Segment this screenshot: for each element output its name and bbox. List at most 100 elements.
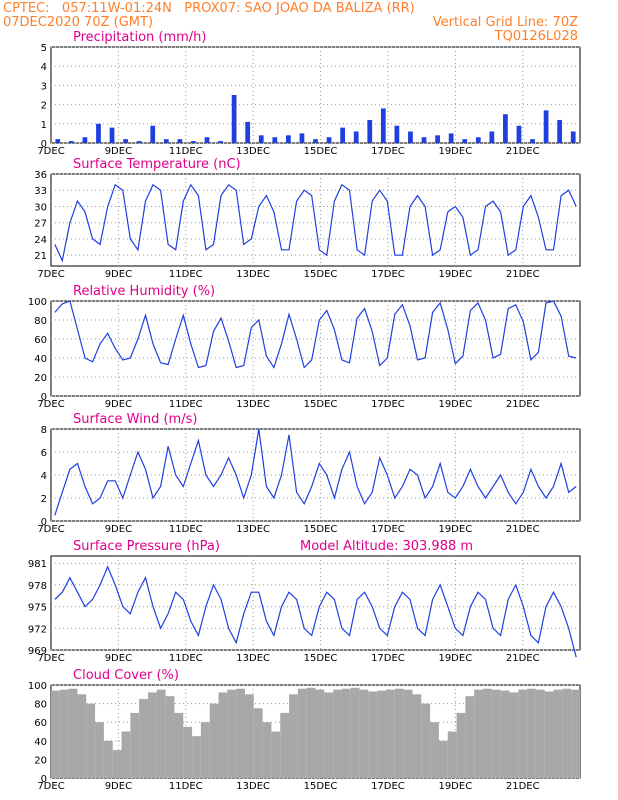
x-tick-label: 19DEC [438,781,472,792]
x-tick-label: 11DEC [169,146,203,157]
data-bar [183,726,193,778]
data-bar [553,689,563,778]
y-tick-label: 80 [34,700,47,711]
x-tick-label: 13DEC [236,781,270,792]
data-bar [192,736,201,778]
data-bar [570,131,576,143]
data-bar [209,703,219,778]
x-tick-label: 19DEC [438,146,472,157]
y-tick-label: 24 [34,235,47,246]
y-tick-label: 0 [41,774,47,785]
data-bar [435,135,440,143]
data-bar [535,689,545,778]
x-tick-label: 11DEC [169,524,203,535]
x-tick-label: 15DEC [304,146,338,157]
data-bar [156,689,166,778]
data-bar [289,694,298,778]
data-bar [557,119,563,143]
data-bar [59,689,69,778]
x-tick-label: 15DEC [304,269,338,280]
y-tick-label: 100 [28,681,47,692]
data-bar [174,712,184,778]
data-bar [544,691,554,778]
data-bar [245,121,251,143]
y-tick-label: 3 [41,81,47,92]
data-bar [204,137,210,143]
x-tick-label: 9DEC [105,653,132,664]
data-bar [353,131,359,143]
x-tick-label: 17DEC [371,146,405,157]
panel-title: Surface Temperature (nC) [73,157,241,172]
data-bar [324,692,334,778]
data-bar [262,722,272,778]
data-bar [403,689,413,778]
y-tick-label: 36 [34,170,47,181]
panel-title: Relative Humidity (%) [73,284,215,299]
y-tick-label: 60 [34,335,47,346]
y-tick-label: 975 [28,603,47,614]
data-bar [163,139,169,143]
header-grid-line: Vertical Grid Line: 70Z [432,15,578,30]
data-bar [408,131,413,143]
x-tick-label: 21DEC [506,399,540,410]
data-bar [489,131,495,143]
data-bar [150,125,156,143]
data-bar [394,125,400,143]
data-bar [123,139,128,143]
y-tick-label: 4 [41,471,47,482]
y-tick-label: 969 [28,646,47,657]
y-tick-label: 6 [41,448,47,459]
x-tick-label: 13DEC [236,653,270,664]
x-tick-label: 11DEC [169,653,203,664]
data-bar [253,708,263,778]
panel-title: Surface Wind (m/s) [73,412,197,427]
data-bar [516,125,522,143]
y-tick-label: 5 [41,43,47,54]
data-bar [112,750,122,778]
y-tick-label: 100 [28,297,47,308]
data-bar [139,698,148,778]
x-tick-label: 7DEC [37,653,64,664]
y-tick-label: 20 [34,755,47,766]
data-bar [227,689,237,778]
x-tick-label: 7DEC [37,269,64,280]
series-line [54,300,577,369]
data-bar [231,95,237,143]
data-bar [447,731,457,778]
x-tick-label: 17DEC [371,399,405,410]
data-bar [136,141,142,143]
y-tick-label: 0 [41,517,47,528]
data-bar [147,692,157,778]
data-bar [326,137,332,143]
data-bar [571,689,580,778]
data-bar [465,696,475,778]
data-bar [177,139,183,143]
x-tick-label: 19DEC [438,524,472,535]
data-bar [462,139,468,143]
header-date: 07DEC2020 70Z (GMT) [3,15,154,30]
data-bar [68,141,74,143]
series-line [54,428,577,516]
x-tick-label: 15DEC [304,399,338,410]
panel-title: Surface Pressure (hPa) [73,539,220,554]
x-tick-label: 11DEC [169,269,203,280]
data-bar [130,712,140,778]
x-tick-label: 17DEC [371,781,405,792]
y-tick-label: 33 [34,186,47,197]
panel-title: Cloud Cover (%) [73,668,179,683]
data-bar [341,688,351,778]
data-bar [543,110,549,143]
data-bar [82,137,88,143]
x-tick-label: 13DEC [236,269,270,280]
x-tick-label: 13DEC [236,524,270,535]
y-tick-label: 8 [41,425,47,436]
y-tick-label: 20 [34,373,47,384]
y-tick-label: 4 [41,62,47,73]
panel-frame [50,46,581,144]
x-tick-label: 11DEC [169,399,203,410]
series-line [54,183,577,263]
y-tick-label: 972 [28,624,47,635]
data-bar [165,696,175,778]
data-bar [271,731,281,778]
y-tick-label: 80 [34,316,47,327]
